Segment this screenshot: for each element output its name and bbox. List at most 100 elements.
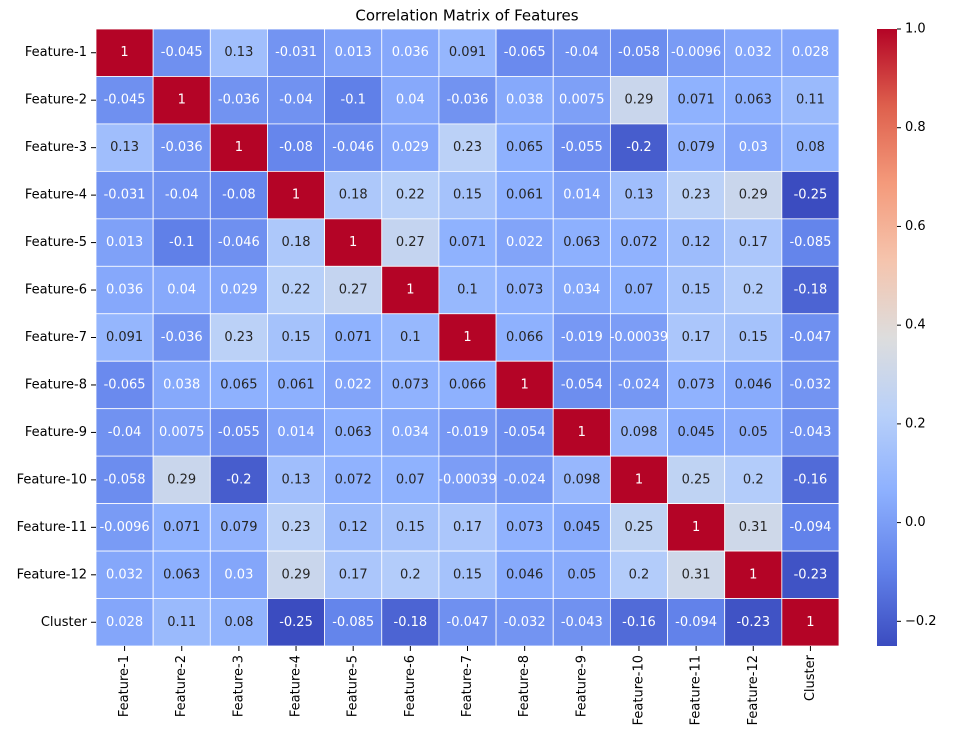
y-tick-label: Feature-5	[25, 235, 87, 250]
cell-label: 1	[521, 377, 529, 392]
cell-label: -0.23	[794, 567, 828, 582]
cell-label: 0.036	[106, 283, 143, 298]
cell-label: -0.16	[794, 472, 828, 487]
cell-label: 1	[578, 425, 586, 440]
heatmap-cell	[552, 123, 611, 172]
heatmap-cell	[95, 313, 154, 362]
y-tick-label: Feature-11	[17, 520, 87, 535]
cell-label: 0.2	[400, 567, 421, 582]
heatmap-cell	[324, 455, 383, 505]
cell-label: -0.046	[218, 235, 260, 250]
cell-label: 0.045	[678, 425, 715, 440]
heatmap-cell	[667, 550, 726, 599]
cell-label: -0.25	[794, 188, 828, 203]
heatmap-cell	[381, 313, 440, 362]
cell-label: 0.061	[506, 188, 543, 203]
heatmap-cell	[552, 598, 611, 647]
cell-label: 0.29	[167, 472, 196, 487]
cell-label: 0.032	[106, 567, 143, 582]
heatmap-cell	[152, 408, 211, 457]
cell-label: 0.065	[506, 140, 543, 155]
cell-label: 0.032	[735, 45, 772, 60]
cell-label: 0.08	[224, 615, 253, 630]
x-tick-label: Feature-2	[174, 655, 189, 717]
heatmap-cell	[438, 123, 497, 172]
heatmap-cell	[267, 28, 326, 77]
cell-label: 0.071	[678, 93, 715, 108]
heatmap-cell	[724, 265, 783, 315]
cell-label: -0.08	[222, 188, 256, 203]
colorbar	[877, 29, 897, 646]
heatmap-cell	[438, 265, 497, 315]
heatmap-cell	[552, 455, 611, 505]
heatmap-cell	[667, 503, 726, 552]
cell-label: 0.071	[163, 520, 200, 535]
heatmap-cell	[152, 455, 211, 505]
cell-label: 0.063	[735, 93, 772, 108]
y-tick-label: Cluster	[41, 615, 88, 630]
heatmap-cell	[495, 28, 554, 77]
cell-label: 1	[120, 45, 128, 60]
heatmap-cell	[95, 550, 154, 599]
cell-label: 0.23	[453, 140, 482, 155]
cell-label: -0.046	[332, 140, 374, 155]
heatmap-cell	[381, 455, 440, 505]
heatmap-cell	[381, 218, 440, 267]
cell-label: 0.098	[563, 472, 600, 487]
cell-label: 0.03	[224, 567, 253, 582]
cell-label: -0.031	[275, 45, 317, 60]
colorbar-tick-label: 0.0	[905, 515, 926, 530]
cell-label: -0.036	[161, 140, 203, 155]
cell-label: 0.15	[682, 283, 711, 298]
cell-label: 0.12	[682, 235, 711, 250]
cell-label: -0.019	[447, 425, 489, 440]
cell-label: 0.0075	[159, 425, 205, 440]
heatmap-cell	[781, 76, 840, 125]
cell-label: 0.17	[339, 567, 368, 582]
cell-label: -0.1	[341, 93, 366, 108]
cell-label: -0.0096	[671, 45, 721, 60]
cell-label: 0.29	[739, 188, 768, 203]
heatmap-cell	[609, 408, 668, 457]
y-tick-label: Feature-8	[25, 377, 87, 392]
cell-label: 0.046	[506, 567, 543, 582]
x-tick-label: Feature-10	[631, 655, 646, 725]
heatmap-cell	[724, 123, 783, 172]
heatmap-cell	[667, 76, 726, 125]
y-tick-label: Feature-9	[25, 425, 87, 440]
cell-label: 0.18	[339, 188, 368, 203]
heatmap-cell	[781, 170, 840, 220]
cell-label: -0.032	[789, 377, 831, 392]
cell-label: -0.1	[169, 235, 194, 250]
heatmap-cell	[267, 170, 326, 220]
heatmap-cell	[152, 170, 211, 220]
heatmap-cell	[267, 408, 326, 457]
cell-label: 0.15	[739, 330, 768, 345]
heatmap-cell	[781, 550, 840, 599]
cell-label: 0.03	[739, 140, 768, 155]
cell-label: 0.22	[396, 188, 425, 203]
cell-label: -0.054	[504, 425, 546, 440]
heatmap-cell	[609, 218, 668, 267]
y-tick-label: Feature-3	[25, 140, 87, 155]
cell-label: 0.072	[620, 235, 657, 250]
cell-label: 0.065	[220, 377, 257, 392]
heatmap-cell	[724, 218, 783, 267]
heatmap-cell	[781, 455, 840, 505]
heatmap-cell	[152, 218, 211, 267]
heatmap-cell	[609, 360, 668, 410]
cell-label: 0.022	[506, 235, 543, 250]
heatmap-cell	[209, 360, 268, 410]
cell-label: 0.22	[282, 283, 311, 298]
cell-label: 0.029	[220, 283, 257, 298]
y-tick-label: Feature-2	[25, 93, 87, 108]
cell-label: 0.07	[624, 283, 653, 298]
cell-label: 0.05	[567, 567, 596, 582]
cell-label: -0.031	[104, 188, 146, 203]
cell-label: 0.079	[220, 520, 257, 535]
cell-label: 0.046	[735, 377, 772, 392]
heatmap-cell	[724, 76, 783, 125]
cell-label: 0.098	[620, 425, 657, 440]
cell-label: -0.2	[226, 472, 251, 487]
x-tick-label: Feature-7	[460, 655, 475, 717]
